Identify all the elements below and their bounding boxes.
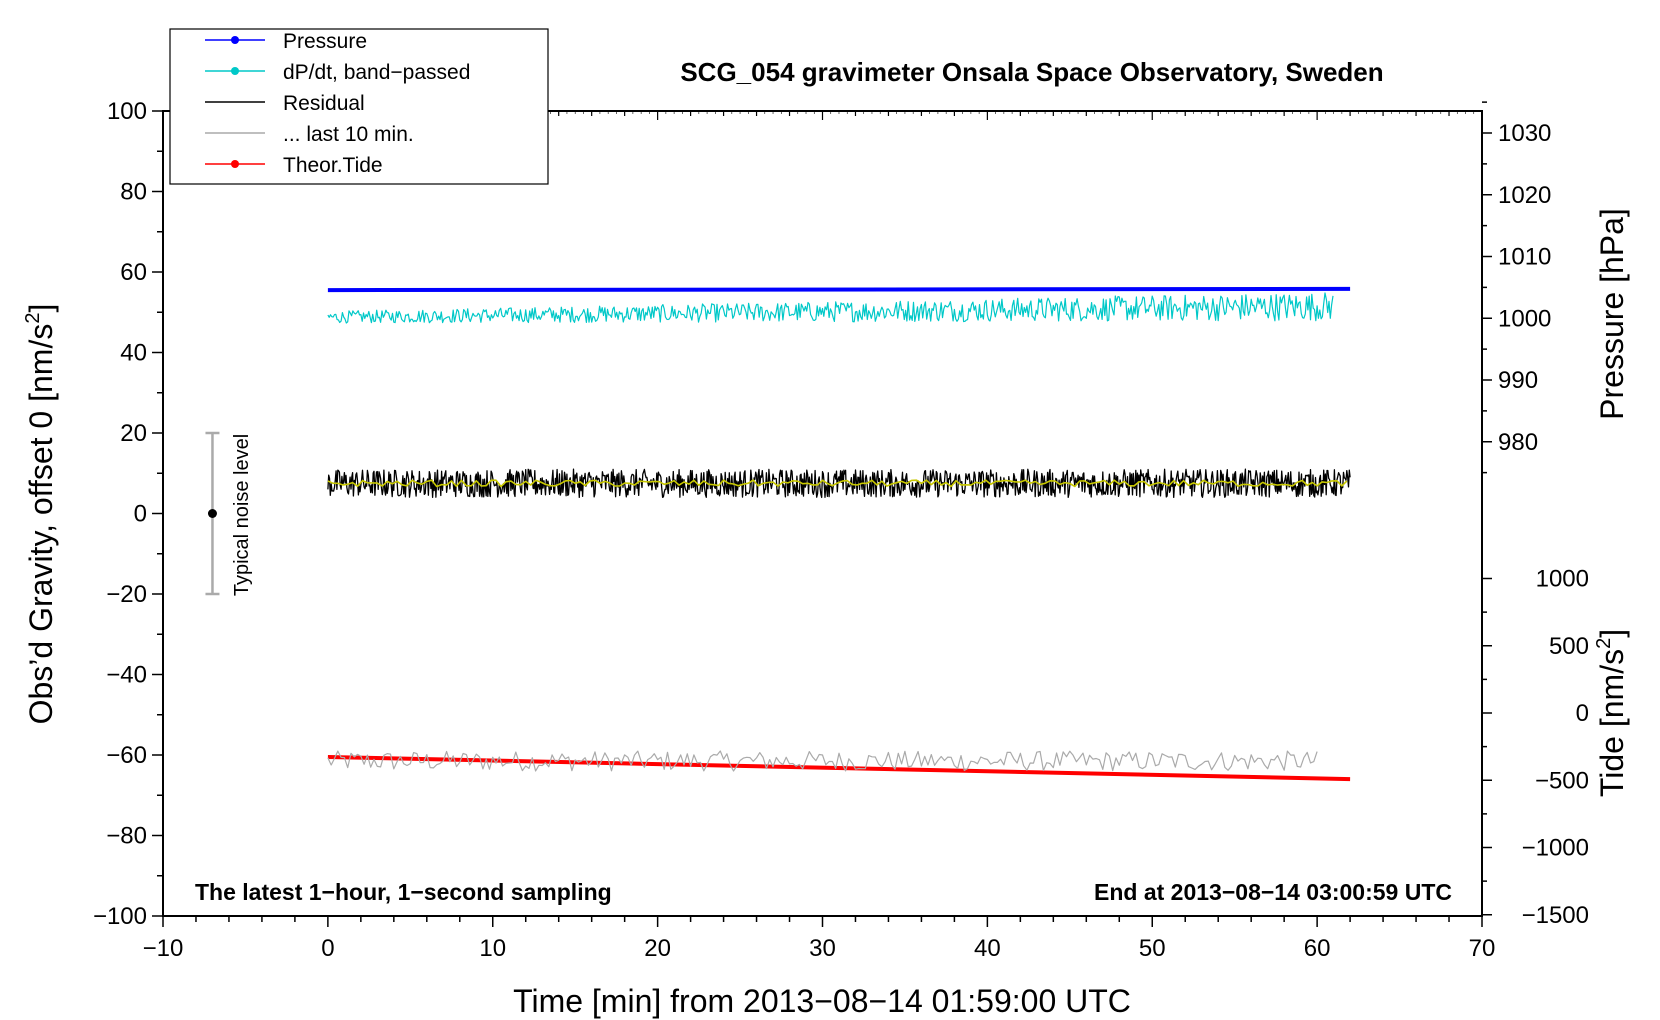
legend-label: Theor.Tide <box>283 154 383 177</box>
legend-marker <box>231 36 239 44</box>
series-line <box>327 286 1351 293</box>
y-tick-label: −40 <box>106 662 147 689</box>
y-tick-label: −100 <box>93 903 147 930</box>
y-tick-label: 0 <box>134 501 147 528</box>
legend-label: dP/dt, band−passed <box>283 61 470 84</box>
noise-level-label: Typical noise level <box>231 434 253 596</box>
tide-tick-label: −500 <box>1535 767 1589 794</box>
x-axis-label: Time [min] from 2013−08−14 01:59:00 UTC <box>513 983 1131 1019</box>
pressure-tick-label: 1020 <box>1498 182 1551 209</box>
pressure-tick-label: 990 <box>1498 367 1538 394</box>
pressure-tick-label: 980 <box>1498 429 1538 456</box>
y-tick-label: −80 <box>106 823 147 850</box>
y-axis-label-main: Obs’d Gravity, offset 0 [nm/s <box>23 324 59 725</box>
y-axis-label-sup: 2 <box>22 313 44 324</box>
legend-marker <box>231 67 239 75</box>
pressure-tick-label: 1010 <box>1498 244 1551 271</box>
tide-tick-label: 0 <box>1576 700 1589 727</box>
y-tick-label: 40 <box>120 340 147 367</box>
tide-axis-ticks: 1000 500 0 −500 −1000 −1500 <box>1482 566 1589 929</box>
noise-bar-dot <box>207 509 217 518</box>
series-layer <box>327 286 1351 782</box>
tide-tick-label: −1000 <box>1522 835 1589 862</box>
y-tick-label: −60 <box>106 742 147 769</box>
tide-tick-label: 1000 <box>1536 566 1589 593</box>
x-tick-label: 10 <box>479 935 506 962</box>
tide-axis-label: Tide [nm/s2] <box>1593 629 1630 797</box>
pressure-axis-label: Pressure [hPa] <box>1594 208 1630 420</box>
x-tick-label: −10 <box>143 935 184 962</box>
x-tick-label: 0 <box>321 935 334 962</box>
pressure-tick-label: 1030 <box>1498 120 1551 147</box>
x-tick-label: 40 <box>974 935 1001 962</box>
series-line <box>327 292 1334 324</box>
series-line <box>327 479 1348 488</box>
series-line <box>327 750 1318 772</box>
chart-title: SCG_054 gravimeter Onsala Space Observat… <box>680 57 1383 87</box>
annotation-left: The latest 1−hour, 1−second sampling <box>195 879 612 905</box>
x-tick-label: 50 <box>1139 935 1166 962</box>
tide-tick-label: −1500 <box>1522 902 1589 929</box>
legend-label: Pressure <box>283 30 367 53</box>
x-axis-ticks: −10 0 10 20 30 40 50 60 70 <box>143 111 1496 962</box>
legend-box <box>169 28 549 185</box>
series-line <box>327 755 1351 782</box>
y-tick-label: 20 <box>120 420 147 447</box>
tide-axis-label-main: Tide [nm/s <box>1594 649 1630 797</box>
y-tick-label: 60 <box>120 259 147 286</box>
tide-axis-label-tail: ] <box>1594 629 1630 638</box>
legend: Pressure dP/dt, band−passed Residual ... la… <box>169 28 549 185</box>
noise-level-bar <box>205 431 220 596</box>
x-tick-label: 70 <box>1469 935 1496 962</box>
x-tick-label: 20 <box>644 935 671 962</box>
y-axis-label: Obs’d Gravity, offset 0 [nm/s2] <box>22 304 59 725</box>
y-axis-ticks: 100 80 60 40 20 0 −20 −40 −60 −80 −100 <box>93 98 163 930</box>
annotation-right: End at 2013−08−14 03:00:59 UTC <box>1094 879 1452 905</box>
tide-axis-label-sup: 2 <box>1593 638 1615 649</box>
pressure-axis-ticks: 1030 1020 1010 1000 990 980 <box>1482 101 1551 474</box>
y-tick-label: −20 <box>106 581 147 608</box>
y-tick-label: 80 <box>120 179 147 206</box>
x-tick-label: 60 <box>1304 935 1331 962</box>
legend-label: ... last 10 min. <box>283 123 414 146</box>
legend-marker <box>231 160 239 168</box>
x-tick-label: 30 <box>809 935 836 962</box>
y-axis-label-tail: ] <box>23 304 59 313</box>
tide-tick-label: 500 <box>1549 633 1589 660</box>
pressure-tick-label: 1000 <box>1498 305 1551 332</box>
y-tick-label: 100 <box>107 98 147 125</box>
plot-frame <box>162 110 1483 917</box>
legend-label: Residual <box>283 92 365 115</box>
